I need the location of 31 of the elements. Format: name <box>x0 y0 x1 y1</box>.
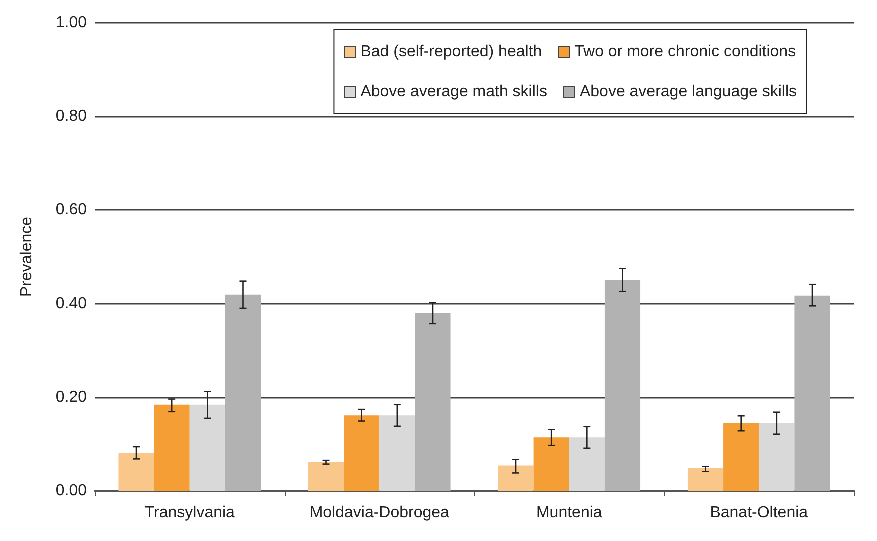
bar <box>308 462 344 491</box>
bar <box>415 313 451 491</box>
bar <box>154 404 190 491</box>
y-axis-title: Prevalence <box>18 216 36 298</box>
x-tick-label: Banat-Oltenia <box>710 504 808 522</box>
bar <box>569 438 605 491</box>
bar <box>759 423 795 491</box>
y-tick-label: 0.00 <box>56 482 88 500</box>
bar <box>794 296 830 491</box>
bar <box>498 466 534 491</box>
y-tick-label: 0.40 <box>56 295 88 312</box>
bar <box>344 416 380 491</box>
legend-label: Above average math skills <box>360 84 548 100</box>
y-tick-label: 1.00 <box>56 14 88 32</box>
y-tick-label: 0.80 <box>56 108 88 126</box>
bar <box>604 280 641 491</box>
bar <box>724 423 760 491</box>
bar <box>190 404 226 491</box>
bar <box>534 438 570 491</box>
bar <box>118 453 154 491</box>
legend-label: Bad (self-reported) health <box>360 44 542 60</box>
x-tick-label: Muntenia <box>536 504 602 522</box>
x-tick-label: Transylvania <box>144 504 236 522</box>
bar <box>380 416 416 491</box>
x-tick-label: Moldavia-Dobrogea <box>310 504 450 522</box>
legend-label: Above average language skills <box>580 84 797 100</box>
legend-label: Two or more chronic conditions <box>574 44 796 60</box>
y-tick-label: 0.20 <box>56 388 88 406</box>
bar <box>688 468 724 491</box>
bar <box>225 294 262 491</box>
y-tick-label: 0.60 <box>56 202 88 219</box>
